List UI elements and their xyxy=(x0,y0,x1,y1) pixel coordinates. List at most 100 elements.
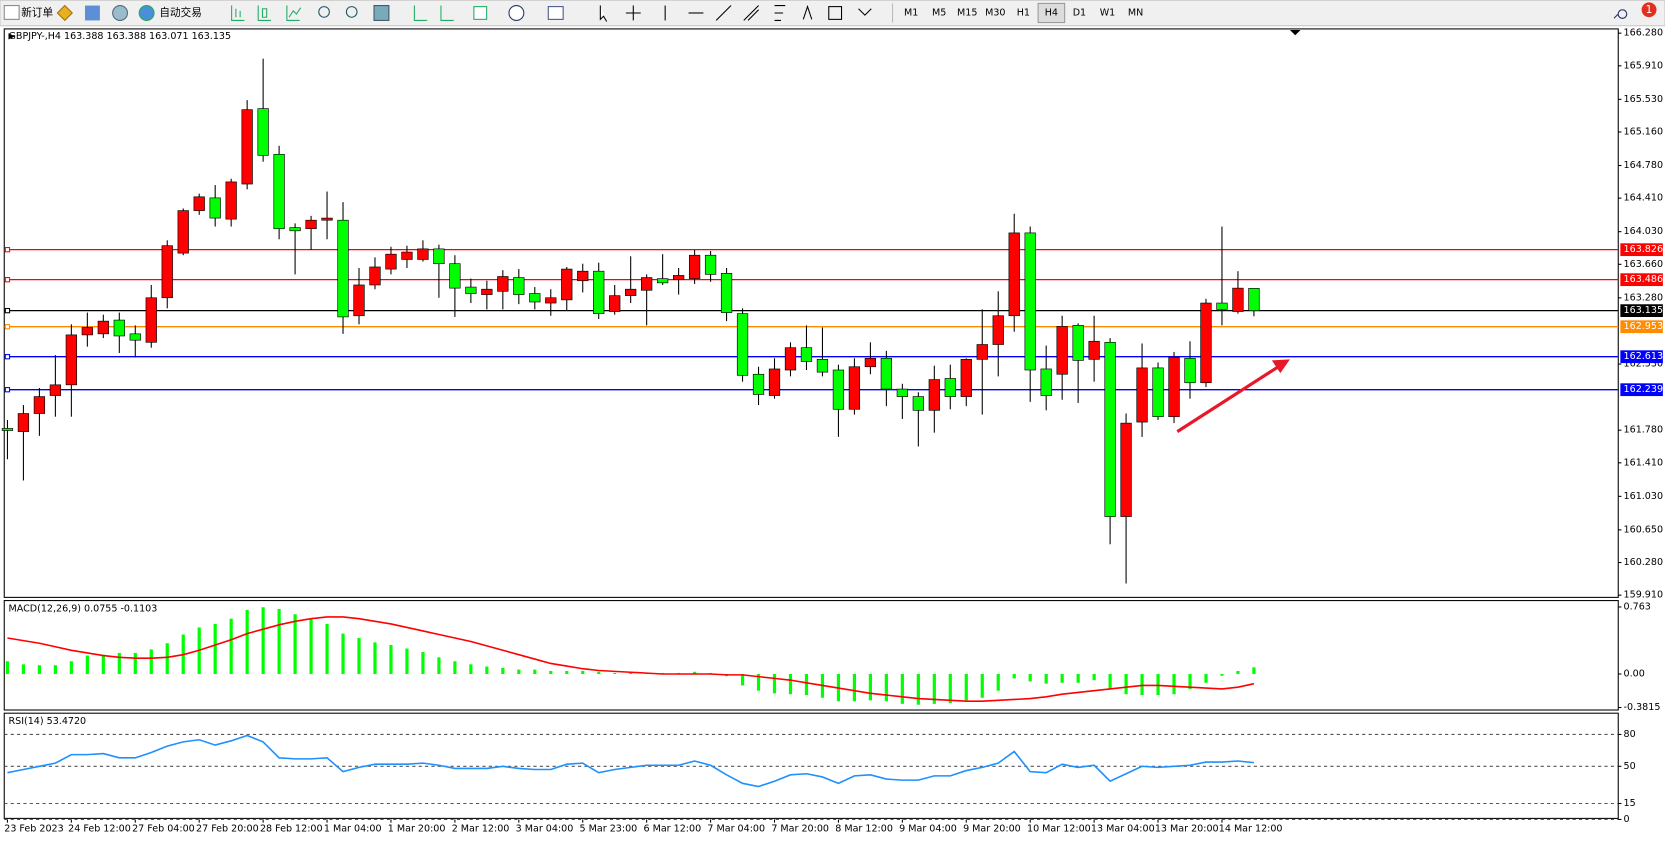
icon[interactable] xyxy=(286,5,302,21)
candle-body xyxy=(577,270,589,282)
y-tick-label: 161.410 xyxy=(1624,457,1663,468)
timeframe-button[interactable]: M1 xyxy=(904,7,918,18)
candle-body xyxy=(33,396,46,414)
level-handle xyxy=(4,354,11,360)
timeframe-button[interactable]: H4 xyxy=(1045,7,1058,18)
macd-bar xyxy=(1140,673,1144,696)
candle-body xyxy=(1072,325,1084,361)
timeframe-button[interactable]: M30 xyxy=(985,7,1005,18)
y-tick-label: 160.280 xyxy=(1624,557,1663,568)
macd-bar xyxy=(101,654,105,674)
candle-body xyxy=(1088,340,1100,360)
candle-body xyxy=(832,369,845,410)
icon[interactable] xyxy=(440,5,454,21)
macd-bar xyxy=(389,645,393,674)
macd-bar xyxy=(1044,673,1048,684)
search[interactable] xyxy=(1613,9,1628,19)
x-tick-label: 1 Mar 04:00 xyxy=(324,824,382,835)
candle-body xyxy=(896,388,908,397)
timeframe-button[interactable]: M5 xyxy=(932,7,946,18)
icon[interactable] xyxy=(547,6,564,20)
macd-bar xyxy=(405,648,409,674)
channel-tool[interactable] xyxy=(743,5,760,21)
level-label: 163.486 xyxy=(1624,274,1663,285)
level-label-bg xyxy=(1620,273,1663,287)
candle-body xyxy=(161,245,173,299)
level-label: 162.953 xyxy=(1624,321,1663,332)
cursor-tool[interactable] xyxy=(599,5,608,22)
macd-bar xyxy=(165,643,169,674)
macd-bar xyxy=(565,670,569,674)
candle-body xyxy=(145,297,157,343)
zoom-out[interactable] xyxy=(345,6,358,18)
candle-body xyxy=(49,384,62,396)
level-label: 163.135 xyxy=(1624,305,1663,316)
candle-body xyxy=(241,109,253,185)
macd-bar xyxy=(1092,673,1096,681)
candle-body xyxy=(1216,302,1228,310)
x-tick-label: 8 Mar 12:00 xyxy=(835,824,893,835)
macd-bar xyxy=(581,670,585,674)
level-label: 162.613 xyxy=(1624,351,1663,362)
trendline-tool[interactable] xyxy=(715,5,732,21)
candle-body xyxy=(657,278,669,284)
y-tick-label: 0.00 xyxy=(1624,668,1645,679)
macd-bar xyxy=(1108,673,1112,689)
x-tick-label: 3 Mar 04:00 xyxy=(516,824,574,835)
timeframe-active[interactable] xyxy=(1037,2,1066,24)
label-tool[interactable] xyxy=(828,6,843,20)
timeframe-button[interactable]: D1 xyxy=(1073,7,1086,18)
icon[interactable] xyxy=(257,5,271,21)
y-tick-label: 165.530 xyxy=(1624,94,1663,105)
y-tick-label: 15 xyxy=(1624,798,1636,809)
zoom-in[interactable] xyxy=(318,6,330,18)
level-label: 162.239 xyxy=(1624,384,1663,395)
macd-bar xyxy=(533,669,537,674)
macd-bar xyxy=(341,633,345,674)
arrow-head xyxy=(1271,359,1290,374)
macd-bar xyxy=(788,673,793,695)
icon[interactable] xyxy=(508,5,525,21)
x-tick-label: 13 Mar 04:00 xyxy=(1091,824,1155,835)
macd-bar xyxy=(149,649,153,674)
timeframe-button[interactable]: H1 xyxy=(1017,7,1030,18)
macd-bar xyxy=(1252,667,1256,674)
macd-bar xyxy=(469,664,473,674)
timeframe-button[interactable]: W1 xyxy=(1100,7,1116,18)
macd-bar xyxy=(229,618,233,674)
icon[interactable] xyxy=(413,5,428,21)
y-tick-label: 161.030 xyxy=(1624,491,1663,502)
badge-count[interactable]: 1 xyxy=(1646,3,1653,16)
text-tool[interactable] xyxy=(802,4,813,20)
candle-body xyxy=(944,378,956,397)
candle-body xyxy=(736,313,749,376)
icon[interactable] xyxy=(373,5,390,21)
crosshair-tool[interactable] xyxy=(625,5,641,21)
candle-body xyxy=(992,315,1004,345)
x-tick-label: 6 Mar 12:00 xyxy=(643,824,701,835)
badge[interactable] xyxy=(1641,2,1657,18)
macd-bar xyxy=(309,618,313,674)
candle-body xyxy=(976,344,988,360)
icon[interactable] xyxy=(231,5,245,21)
x-tick-label: 14 Mar 12:00 xyxy=(1219,824,1283,835)
icon[interactable] xyxy=(56,4,74,22)
fibo-tool[interactable] xyxy=(774,5,786,21)
macd-bar xyxy=(517,669,521,674)
timeframe-button[interactable]: MN xyxy=(1128,7,1143,18)
icon[interactable] xyxy=(85,5,100,21)
timeframe-button[interactable]: M15 xyxy=(957,7,977,18)
icon[interactable] xyxy=(473,6,488,20)
timeframe-bar: M1 M5 M15 M30 H1 H4 D1 W1 MN xyxy=(904,2,1143,24)
toolbar: 新订单 自动交易 1 xyxy=(0,0,1665,27)
shapes-tool[interactable] xyxy=(858,8,872,16)
icon[interactable] xyxy=(138,5,155,21)
icon[interactable] xyxy=(112,5,129,21)
candle-body xyxy=(497,276,509,292)
new-order-button[interactable]: 新订单 xyxy=(21,6,53,19)
auto-trading-button[interactable]: 自动交易 xyxy=(159,6,201,19)
y-tick-label: 161.780 xyxy=(1624,425,1663,436)
macd-bar xyxy=(213,623,217,674)
candle-body xyxy=(561,268,573,301)
macd-bar xyxy=(1012,673,1016,679)
